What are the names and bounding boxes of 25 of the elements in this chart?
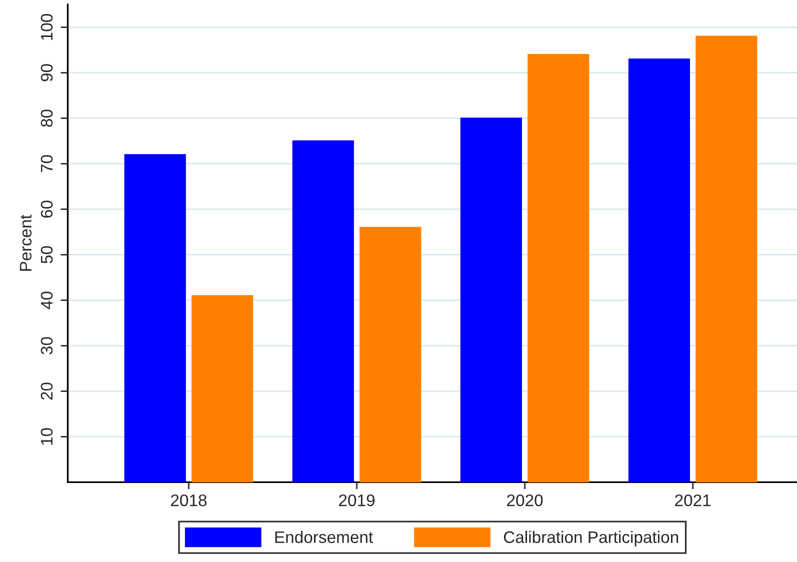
bar (124, 154, 186, 482)
y-tick-label: 30 (40, 337, 53, 354)
y-tick-label: 50 (40, 246, 53, 264)
y-tick-label: 100 (40, 14, 53, 40)
y-tick-label: 60 (40, 200, 53, 218)
y-tick-label: 70 (40, 155, 53, 172)
legend-label: Endorsement (275, 530, 373, 544)
legend-label: Calibration Participation (504, 530, 678, 546)
bar (360, 226, 422, 482)
bar (460, 118, 522, 482)
y-axis-title: Percent (20, 214, 32, 271)
bar (696, 36, 758, 482)
x-tick-label: 2021 (675, 494, 711, 506)
bar (292, 140, 354, 482)
x-tick-label: 2018 (171, 494, 207, 506)
bar (628, 58, 690, 482)
y-tick-label: 80 (40, 110, 53, 127)
y-tick-label: 90 (40, 64, 53, 82)
bar (192, 295, 254, 482)
x-tick-label: 2019 (339, 494, 375, 506)
bar (528, 54, 590, 482)
y-tick-label: 10 (40, 428, 53, 445)
y-tick-label: 40 (40, 292, 53, 310)
y-tick-label: 20 (40, 382, 53, 400)
x-tick-label: 2020 (507, 494, 543, 506)
